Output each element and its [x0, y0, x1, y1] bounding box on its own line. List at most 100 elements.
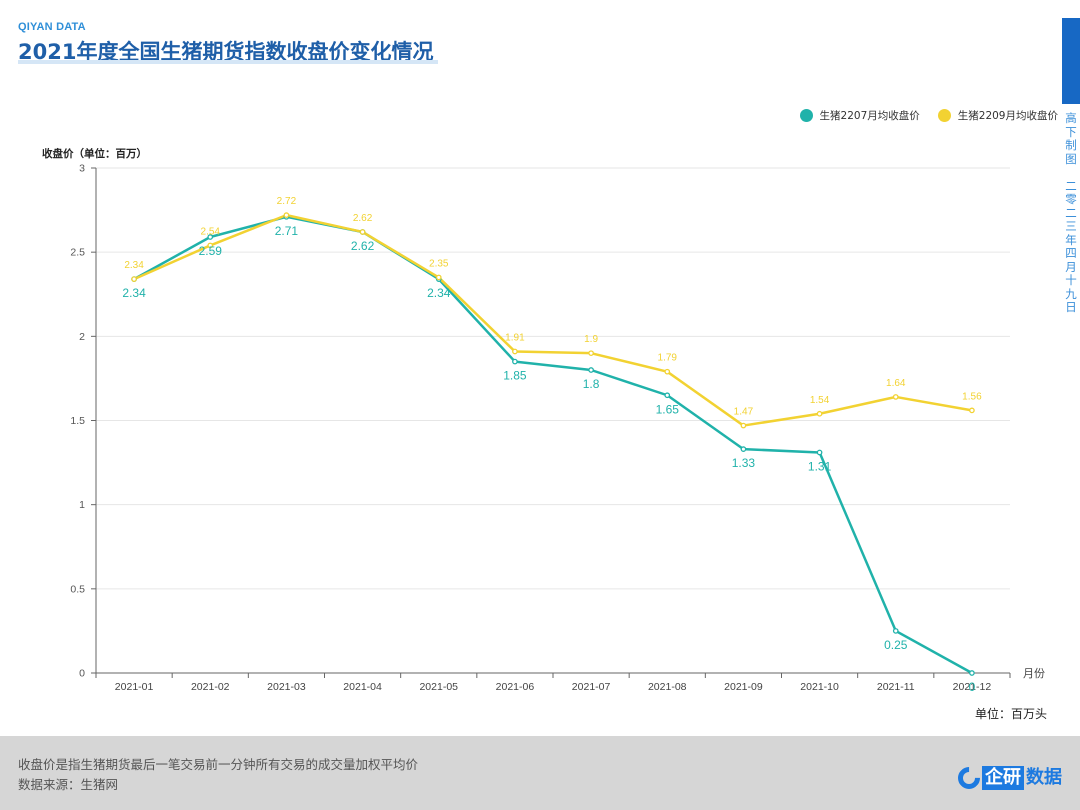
- y-axis-title: 收盘价（单位：百万）: [42, 148, 147, 160]
- data-label: 1.33: [732, 456, 756, 470]
- y-tick-label: 3: [79, 163, 85, 175]
- data-label: 1.79: [658, 353, 678, 364]
- side-caption: 高下制图 二零二三年四月十九日: [1062, 111, 1080, 315]
- y-tick-label: 2: [79, 331, 85, 343]
- logo-suffix-text: 数据: [1026, 767, 1062, 788]
- side-caption-char: 九: [1065, 286, 1077, 301]
- legend-dot-icon: [799, 109, 813, 122]
- footer-note: 收盘价是指生猪期货最后一笔交易前一分钟所有交易的成交量加权平均价: [18, 757, 419, 772]
- data-point: [207, 242, 214, 249]
- unit-note: 单位：百万头: [974, 707, 1047, 721]
- x-tick-label: 2021-07: [572, 681, 611, 693]
- footer-source: 数据来源：生猪网: [18, 777, 119, 792]
- side-caption-char: 二: [1065, 205, 1077, 220]
- data-label: 2.34: [124, 260, 144, 271]
- data-label: 1.85: [503, 369, 527, 383]
- side-caption-char: 三: [1065, 219, 1077, 233]
- data-point: [816, 449, 823, 456]
- series-line-1: [133, 215, 973, 675]
- data-label: 1.9: [584, 334, 598, 345]
- legend-label: 生猪2207月均收盘价: [819, 110, 920, 122]
- data-point: [740, 446, 747, 452]
- data-label: 2.54: [201, 226, 221, 237]
- data-label: 2.59: [199, 244, 223, 258]
- chart-legend: 生猪2207月均收盘价 生猪2209月均收盘价: [799, 108, 1058, 123]
- legend-dot-icon: [937, 109, 951, 122]
- side-caption-char: 零: [1065, 192, 1077, 206]
- data-label: 1.56: [962, 391, 982, 402]
- legend-item-series1[interactable]: 生猪2207月均收盘价: [799, 108, 920, 123]
- x-axis-title: 月份: [1023, 667, 1045, 680]
- data-label: 0.25: [884, 638, 908, 652]
- side-caption-char: 高: [1065, 111, 1077, 125]
- series-line-2: [133, 213, 973, 427]
- data-point: [512, 358, 518, 365]
- data-label: 1.8: [583, 377, 600, 391]
- data-point: [969, 670, 975, 676]
- logo-c-icon: [953, 762, 985, 794]
- x-tick-label: 2021-05: [419, 681, 458, 693]
- y-tick-label: 0.5: [70, 583, 85, 595]
- data-point: [512, 348, 518, 355]
- data-point: [740, 422, 747, 429]
- side-caption-char: 十: [1065, 273, 1077, 287]
- data-point: [283, 212, 290, 218]
- side-caption-char: 图: [1065, 151, 1077, 166]
- company-logo: 企研 数据: [953, 762, 1062, 794]
- data-point: [969, 407, 975, 414]
- x-tick-label: 2021-08: [648, 681, 687, 693]
- data-label: 1.65: [656, 402, 680, 416]
- x-tick-label: 2021-10: [800, 681, 839, 693]
- y-tick-label: 2.5: [70, 247, 85, 259]
- x-tick-label: 2021-04: [343, 681, 382, 693]
- data-point: [892, 628, 899, 634]
- side-caption-char: 年: [1065, 232, 1077, 247]
- data-label: 0: [969, 680, 976, 694]
- y-tick-label: 1.5: [70, 415, 85, 427]
- side-caption-char: 月: [1065, 259, 1077, 274]
- x-tick-label: 2021-09: [724, 681, 763, 693]
- line-chart: 0 0.5 1 1.5 2 2.5 3 2021-01 2021-02 2021-03 2021-0…: [70, 163, 1045, 695]
- data-point: [892, 394, 899, 400]
- data-label: 1.64: [886, 378, 906, 389]
- side-caption-char: 四: [1065, 246, 1077, 260]
- side-caption-char: 二: [1065, 178, 1077, 193]
- footer: 收盘价是指生猪期货最后一笔交易前一分钟所有交易的成交量加权平均价 数据来源：生猪…: [0, 736, 1080, 810]
- side-caption-char: 日: [1065, 300, 1077, 314]
- data-label: 2.71: [275, 224, 299, 238]
- data-point: [664, 392, 671, 399]
- data-point: [664, 368, 671, 375]
- data-label: 1.54: [810, 395, 830, 406]
- side-caption-char: 制: [1065, 138, 1077, 152]
- data-label: 1.91: [505, 332, 525, 343]
- x-tick-label: 2021-03: [267, 681, 306, 693]
- data-label: 2.34: [122, 286, 146, 300]
- data-label: 2.62: [351, 239, 375, 253]
- legend-item-series2[interactable]: 生猪2209月均收盘价: [937, 108, 1058, 123]
- data-label: 2.72: [277, 196, 297, 207]
- title-underline: [18, 60, 438, 64]
- logo-main-text: 企研: [982, 766, 1024, 790]
- x-tick-label: 2021-12: [953, 681, 992, 693]
- data-point: [131, 276, 137, 282]
- data-point: [588, 350, 594, 357]
- y-tick-label: 0: [79, 668, 85, 680]
- data-point: [816, 410, 823, 417]
- data-point: [207, 234, 214, 240]
- data-label: 1.31: [808, 459, 832, 473]
- x-tick-label: 2021-11: [877, 681, 915, 693]
- y-tick-label: 1: [79, 499, 85, 511]
- legend-label: 生猪2209月均收盘价: [957, 110, 1058, 122]
- x-tick-label: 2021-01: [115, 681, 154, 693]
- data-label: 2.35: [429, 258, 449, 269]
- side-accent-bar: [1062, 18, 1080, 104]
- data-point: [359, 229, 366, 235]
- data-point: [588, 367, 594, 373]
- brand-label: QIYAN DATA: [18, 21, 86, 33]
- data-point: [435, 274, 442, 281]
- data-label: 2.62: [353, 213, 373, 224]
- side-caption-char: 下: [1065, 124, 1077, 139]
- x-tick-label: 2021-06: [496, 681, 535, 693]
- data-label: 1.47: [734, 407, 754, 418]
- data-label: 2.34: [427, 286, 451, 300]
